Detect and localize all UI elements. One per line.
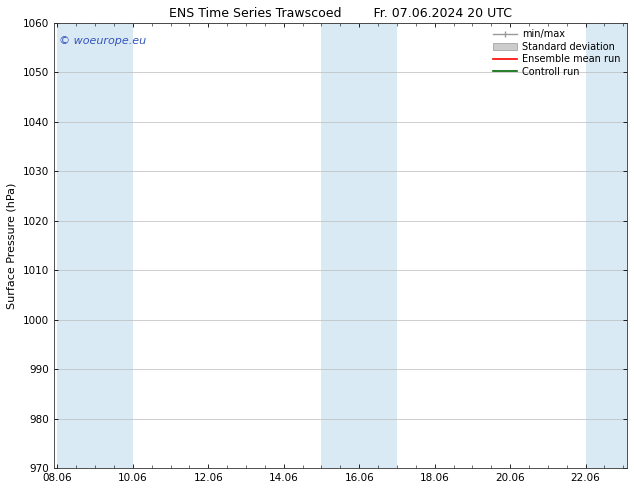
- Y-axis label: Surface Pressure (hPa): Surface Pressure (hPa): [7, 182, 17, 309]
- Bar: [58, 23, 95, 468]
- Legend: min/max, Standard deviation, Ensemble mean run, Controll run: min/max, Standard deviation, Ensemble me…: [491, 27, 622, 78]
- Title: ENS Time Series Trawscoed        Fr. 07.06.2024 20 UTC: ENS Time Series Trawscoed Fr. 07.06.2024…: [169, 7, 512, 20]
- Bar: [95, 23, 133, 468]
- Bar: [321, 23, 359, 468]
- Bar: [586, 23, 627, 468]
- Text: © woeurope.eu: © woeurope.eu: [60, 36, 146, 46]
- Bar: [359, 23, 397, 468]
